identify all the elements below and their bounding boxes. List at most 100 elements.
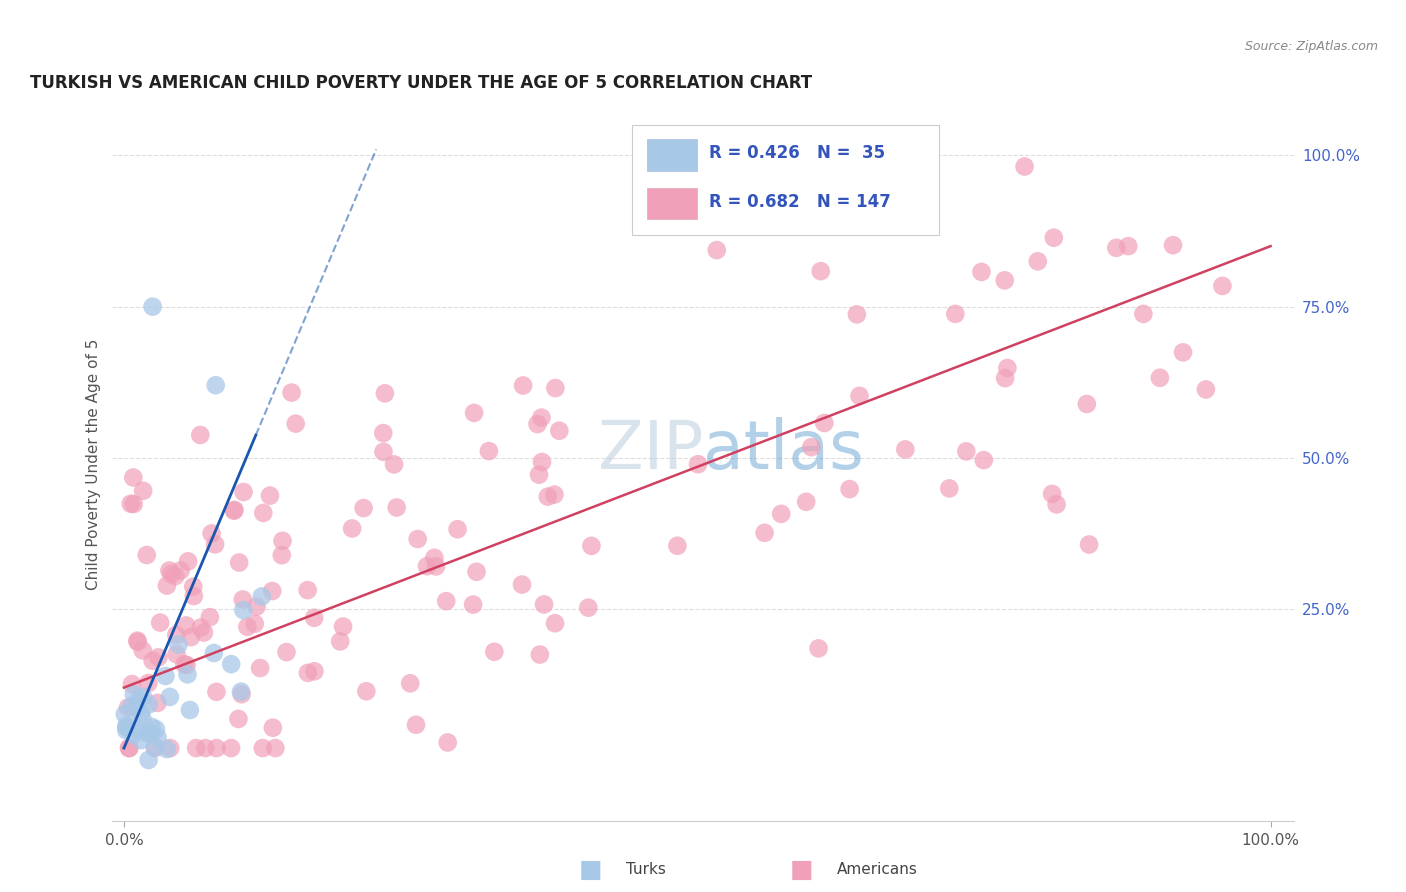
Point: [125, 701, 148, 715]
Point: [1116, 239, 1139, 253]
Point: [176, 667, 198, 681]
Point: [276, 645, 298, 659]
Point: [177, 554, 200, 568]
Point: [232, 592, 254, 607]
Point: [399, 676, 422, 690]
Point: [148, 650, 170, 665]
Point: [434, 594, 457, 608]
Text: R = 0.426   N =  35: R = 0.426 N = 35: [709, 145, 884, 162]
Point: [201, 526, 224, 541]
Point: [202, 646, 225, 660]
Point: [120, 699, 142, 714]
Text: ■: ■: [579, 858, 602, 881]
Point: [204, 378, 226, 392]
Point: [446, 522, 468, 536]
Point: [666, 539, 689, 553]
Point: [527, 467, 550, 482]
Point: [166, 647, 188, 661]
Point: [131, 712, 153, 726]
Text: Turks: Turks: [626, 863, 665, 877]
Point: [478, 444, 501, 458]
Point: [512, 378, 534, 392]
Point: [297, 665, 319, 680]
Point: [304, 665, 326, 679]
Point: [807, 641, 830, 656]
Point: [132, 483, 155, 498]
Point: [142, 654, 165, 668]
Point: [205, 741, 228, 756]
Text: ■: ■: [790, 858, 813, 881]
Point: [219, 657, 242, 672]
Point: [114, 707, 136, 722]
Point: [373, 426, 395, 441]
Point: [938, 482, 960, 496]
Point: [353, 501, 375, 516]
Point: [180, 630, 202, 644]
Point: [270, 548, 292, 562]
Point: [1171, 345, 1194, 359]
Point: [160, 566, 183, 581]
Point: [533, 598, 555, 612]
Point: [297, 583, 319, 598]
Point: [264, 741, 287, 756]
Point: [416, 559, 439, 574]
Point: [173, 657, 195, 672]
Point: [243, 616, 266, 631]
Point: [770, 507, 793, 521]
Point: [129, 706, 152, 720]
Point: [128, 692, 150, 706]
Point: [800, 440, 823, 454]
FancyBboxPatch shape: [648, 187, 697, 219]
Point: [813, 416, 835, 430]
Point: [544, 616, 567, 631]
Point: [127, 633, 149, 648]
Point: [1043, 230, 1066, 244]
Point: [194, 741, 217, 756]
Point: [155, 669, 177, 683]
Point: [132, 643, 155, 657]
Point: [894, 442, 917, 457]
Point: [169, 564, 191, 578]
Point: [943, 307, 966, 321]
Point: [356, 684, 378, 698]
Point: [139, 726, 162, 740]
Point: [252, 741, 274, 756]
Point: [228, 556, 250, 570]
Point: [205, 685, 228, 699]
Point: [543, 487, 565, 501]
Point: [838, 482, 860, 496]
Point: [141, 720, 163, 734]
Point: [548, 424, 571, 438]
Point: [1195, 383, 1218, 397]
Point: [146, 731, 169, 745]
Point: [231, 687, 253, 701]
Point: [484, 645, 506, 659]
Point: [259, 489, 281, 503]
Point: [165, 569, 187, 583]
Point: [115, 723, 138, 738]
Point: [463, 598, 485, 612]
Point: [236, 620, 259, 634]
Point: [385, 500, 408, 515]
Point: [544, 381, 567, 395]
Point: [405, 718, 427, 732]
Point: [529, 648, 551, 662]
Point: [302, 611, 325, 625]
Point: [186, 741, 208, 756]
Point: [510, 577, 533, 591]
Point: [138, 753, 160, 767]
Point: [530, 410, 553, 425]
Point: [229, 684, 252, 698]
Point: [329, 634, 352, 648]
Point: [463, 406, 485, 420]
Point: [994, 273, 1017, 287]
Point: [135, 548, 157, 562]
Point: [1045, 497, 1067, 511]
Point: [581, 539, 603, 553]
Point: [138, 698, 160, 712]
Point: [425, 559, 447, 574]
Point: [252, 506, 274, 520]
Point: [115, 718, 138, 732]
Text: Americans: Americans: [837, 863, 918, 877]
Point: [576, 600, 599, 615]
